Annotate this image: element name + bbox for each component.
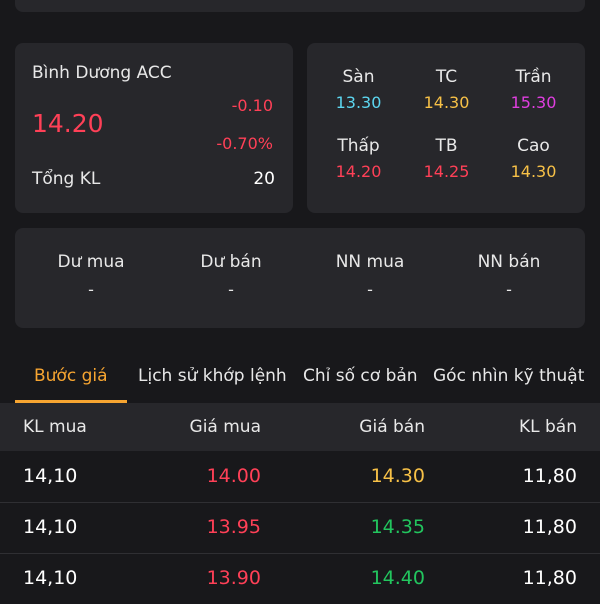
bid-volume-cell: 14,10 <box>23 567 78 589</box>
bid-surplus-cell: Dư mua - <box>20 252 162 299</box>
table-row: 14,10 14.00 14.30 11,80 <box>0 452 600 502</box>
tab-bar: Bước giá Lịch sử khớp lệnh Chỉ số cơ bản… <box>0 358 600 403</box>
average-price-value: 14.25 <box>423 162 470 181</box>
bid-price-cell: 13.90 <box>206 567 261 589</box>
ask-surplus-cell: Dư bán - <box>160 252 302 299</box>
bid-volume-cell: 14,10 <box>23 516 78 538</box>
ceiling-price-cell: Trần 15.30 <box>487 67 580 112</box>
floor-price-cell: Sàn 13.30 <box>312 67 405 112</box>
floor-price-value: 13.30 <box>335 93 382 112</box>
ask-volume-cell: 11,80 <box>522 465 577 487</box>
stock-price: 14.20 <box>32 109 104 138</box>
ask-volume-cell: 11,80 <box>522 516 577 538</box>
bid-volume-cell: 14,10 <box>23 465 78 487</box>
row-divider <box>0 553 600 554</box>
foreign-buy-value: - <box>367 280 373 299</box>
floor-price-label: Sàn <box>342 67 375 87</box>
table-row: 14,10 13.90 14.40 11,80 <box>0 554 600 604</box>
stock-name: Bình Dương ACC <box>32 63 172 83</box>
high-price-cell: Cao 14.30 <box>487 136 580 181</box>
header-bid-price: Giá mua <box>189 417 261 437</box>
high-price-label: Cao <box>517 136 550 156</box>
average-price-cell: TB 14.25 <box>400 136 493 181</box>
order-surplus-card: Dư mua - Dư bán - NN mua - NN bán - <box>15 228 585 328</box>
stock-info-card: Bình Dương ACC 14.20 -0.10 -0.70% Tổng K… <box>15 43 293 213</box>
table-row: 14,10 13.95 14.35 11,80 <box>0 503 600 553</box>
foreign-buy-label: NN mua <box>335 252 405 272</box>
foreign-buy-cell: NN mua - <box>299 252 441 299</box>
low-price-label: Thấp <box>337 136 380 156</box>
ceiling-price-label: Trần <box>515 67 552 87</box>
average-price-label: TB <box>435 136 458 156</box>
ask-price-cell: 14.35 <box>370 516 425 538</box>
ask-volume-cell: 11,80 <box>522 567 577 589</box>
price-change-percent: -0.70% <box>216 134 273 153</box>
tab-match-history[interactable]: Lịch sử khớp lệnh <box>138 366 287 386</box>
active-tab-indicator <box>15 400 127 403</box>
reference-price-label: TC <box>435 67 458 87</box>
low-price-value: 14.20 <box>335 162 382 181</box>
high-price-value: 14.30 <box>510 162 557 181</box>
header-ask-volume: KL bán <box>518 417 577 437</box>
header-ask-price: Giá bán <box>359 417 425 437</box>
tab-fundamentals[interactable]: Chỉ số cơ bản <box>303 366 418 386</box>
order-book-header: KL mua Giá mua Giá bán KL bán <box>0 403 600 451</box>
bid-surplus-label: Dư mua <box>57 252 125 272</box>
row-divider <box>0 502 600 503</box>
ask-surplus-label: Dư bán <box>200 252 262 272</box>
ceiling-price-value: 15.30 <box>510 93 557 112</box>
ask-surplus-value: - <box>228 280 234 299</box>
ask-price-cell: 14.40 <box>370 567 425 589</box>
price-reference-card: Sàn 13.30 TC 14.30 Trần 15.30 Thấp 14.20… <box>307 43 585 213</box>
bid-price-cell: 14.00 <box>206 465 261 487</box>
low-price-cell: Thấp 14.20 <box>312 136 405 181</box>
total-volume-value: 20 <box>253 169 275 189</box>
foreign-sell-label: NN bán <box>477 252 541 272</box>
bid-price-cell: 13.95 <box>206 516 261 538</box>
total-volume-label: Tổng KL <box>32 169 101 189</box>
top-card <box>15 0 585 12</box>
foreign-sell-cell: NN bán - <box>438 252 580 299</box>
price-change: -0.10 <box>231 96 273 115</box>
ask-price-cell: 14.30 <box>370 465 425 487</box>
reference-price-cell: TC 14.30 <box>400 67 493 112</box>
bid-surplus-value: - <box>88 280 94 299</box>
reference-price-value: 14.30 <box>423 93 470 112</box>
header-bid-volume: KL mua <box>23 417 87 437</box>
tab-price-steps[interactable]: Bước giá <box>34 366 108 386</box>
tab-technical-view[interactable]: Góc nhìn kỹ thuật <box>433 366 585 386</box>
foreign-sell-value: - <box>506 280 512 299</box>
